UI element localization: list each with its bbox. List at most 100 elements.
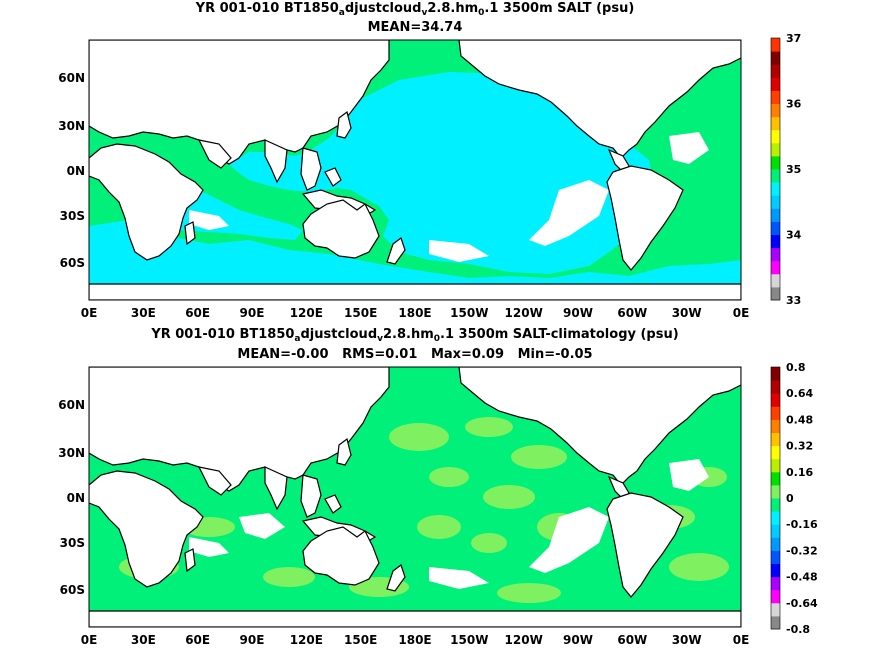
bottom_panel-colorbar-swatch (771, 537, 780, 551)
bottom_panel-colorbar-label: -0.32 (786, 544, 818, 557)
bottom_panel-colorbar-swatch (771, 380, 780, 394)
bottom_panel-colorbar-swatch (771, 484, 780, 499)
top-lat-label: 0N (67, 164, 85, 178)
top-map (89, 40, 741, 300)
top_panel-colorbar-swatch (771, 195, 780, 209)
top-lon-label: 90W (563, 306, 593, 320)
bottom_panel-colorbar-label: 0.8 (786, 361, 806, 374)
bottom-ridge-patch-4 (429, 567, 489, 589)
bottom-lon-label: 90W (563, 633, 593, 647)
bottom-lon-label: 30E (131, 633, 156, 647)
bottom-map-title: YR 001-010 BT1850adjustcloudv2.8.hm0.1 3… (151, 327, 679, 344)
top-lon-label: 30E (131, 306, 156, 320)
top_panel-colorbar-swatch (771, 64, 780, 78)
top_panel-colorbar-label: 37 (786, 32, 801, 45)
top_panel-colorbar-swatch (771, 155, 780, 170)
top_panel-colorbar-swatch (771, 90, 780, 104)
bottom-ridge-patch-1 (529, 507, 609, 573)
top_panel-colorbar-swatch (771, 286, 780, 301)
bottom-lat-label: 30S (60, 536, 85, 550)
bottom-lon-label: 180E (398, 633, 431, 647)
axes-layer: 60N 30N 0N 30S 60S 0E 30E 60E 90E 120E 150E 180E 150… (58, 71, 749, 647)
bottom_panel-colorbar-swatch (771, 367, 780, 381)
top_panel-colorbar-label: 35 (786, 163, 801, 176)
bottom-lon-label: 0E (733, 633, 750, 647)
bottom-lat-label: 0N (67, 491, 85, 505)
bottom_panel-colorbar-label: -0.8 (786, 623, 810, 636)
top_panel-colorbar-swatch (771, 38, 780, 52)
bottom-lon-label: 120W (505, 633, 543, 647)
top_panel-colorbar-label: 34 (786, 229, 802, 242)
bottom_panel-colorbar-swatch (771, 563, 780, 578)
top-map-title: YR 001-010 BT1850adjustcloudv2.8.hm0.1 3… (195, 1, 635, 18)
bottom_panel-colorbar-swatch (771, 393, 780, 407)
colorbar-layer: 37 36 35 34 33 0.8 0.64 0.48 0.32 0.16 0 -0.16 -0.32… (770, 32, 818, 636)
bottom-lon-label: 150E (344, 633, 377, 647)
top_panel-colorbar-swatch (771, 182, 780, 196)
top_panel-colorbar-swatch (771, 247, 780, 262)
top_panel-colorbar-swatch (771, 129, 780, 144)
bottom-lon-label: 90E (240, 633, 265, 647)
bottom-lon-label: 30W (672, 633, 702, 647)
bottom-lat-label: 60S (60, 583, 85, 597)
bottom-map-stats: MEAN=-0.00 RMS=0.01 Max=0.09 Min=-0.05 (237, 347, 593, 362)
bottom-lat-label: 60N (58, 398, 85, 412)
top_panel-colorbar-swatch (771, 273, 780, 288)
top-ridge-patch-3 (189, 210, 229, 230)
top-ridge-patch-2 (669, 132, 709, 164)
bottom_panel-colorbar-label: 0.32 (786, 440, 813, 453)
bottom_panel-colorbar-swatch (771, 589, 780, 604)
bottom_panel-colorbar-label: 0.64 (786, 387, 813, 400)
top-lat-label: 60S (60, 256, 85, 270)
top-map-frame (88, 39, 742, 301)
top_panel-colorbar-label: 36 (786, 98, 802, 111)
top-lat-label: 30S (60, 209, 85, 223)
bottom_panel-colorbar-swatch (771, 498, 780, 512)
bottom_panel-colorbar-swatch (771, 406, 780, 420)
bottom_panel-colorbar-swatch (771, 524, 780, 538)
bottom_panel-colorbar-label: 0.16 (786, 466, 813, 479)
top-lon-label: 0E (733, 306, 750, 320)
top-lon-label: 120W (505, 306, 543, 320)
bottom_panel-colorbar-label: -0.64 (786, 597, 818, 610)
bottom-ridge-patch-5 (239, 513, 285, 539)
top_panel-colorbar-swatch (771, 208, 780, 222)
bottom-lon-label: 0E (81, 633, 98, 647)
bottom-ridge-patch-2 (669, 459, 709, 491)
bottom-lon-label: 60W (617, 633, 647, 647)
bottom_panel-colorbar-swatch (771, 615, 780, 630)
bottom_panel-colorbar-swatch (771, 602, 780, 617)
top_panel-colorbar-swatch (771, 221, 780, 235)
bottom_panel-colorbar-frame (770, 366, 781, 630)
top-lon-label: 180E (398, 306, 431, 320)
bottom_panel-colorbar-swatch (771, 432, 780, 447)
top_panel-colorbar-swatch (771, 234, 780, 249)
bottom_panel-colorbar-swatch (771, 419, 780, 433)
bottom-map (89, 367, 741, 627)
top_panel-colorbar-swatch (771, 169, 780, 183)
top-lon-label: 0E (81, 306, 98, 320)
bottom-lat-label: 30N (58, 446, 85, 460)
top-ridge-patch-4 (429, 240, 489, 262)
bottom-ridge-patch-3 (189, 537, 229, 557)
top-lat-label: 30N (58, 119, 85, 133)
top-lon-label: 120E (290, 306, 323, 320)
top-map-mean: MEAN=34.74 (367, 20, 463, 35)
bottom-map-frame (88, 366, 742, 628)
top_panel-colorbar-swatch (771, 77, 780, 91)
bottom_panel-colorbar-label: 0.48 (786, 413, 813, 426)
bottom-lon-label: 60E (185, 633, 210, 647)
bottom_panel-colorbar-label: -0.16 (786, 518, 818, 531)
bottom_panel-colorbar-swatch (771, 445, 780, 460)
top_panel-colorbar-swatch (771, 103, 780, 118)
top_panel-colorbar-swatch (771, 51, 780, 65)
top-lon-label: 90E (240, 306, 265, 320)
top_panel-colorbar-frame (770, 37, 781, 301)
top_panel-colorbar-swatch (771, 116, 780, 131)
bottom_panel-colorbar-swatch (771, 550, 780, 564)
bottom_panel-colorbar-label: -0.48 (786, 571, 818, 584)
bottom_panel-colorbar-swatch (771, 576, 780, 591)
bottom_panel-colorbar-swatch (771, 471, 780, 486)
top-lon-label: 30W (672, 306, 702, 320)
